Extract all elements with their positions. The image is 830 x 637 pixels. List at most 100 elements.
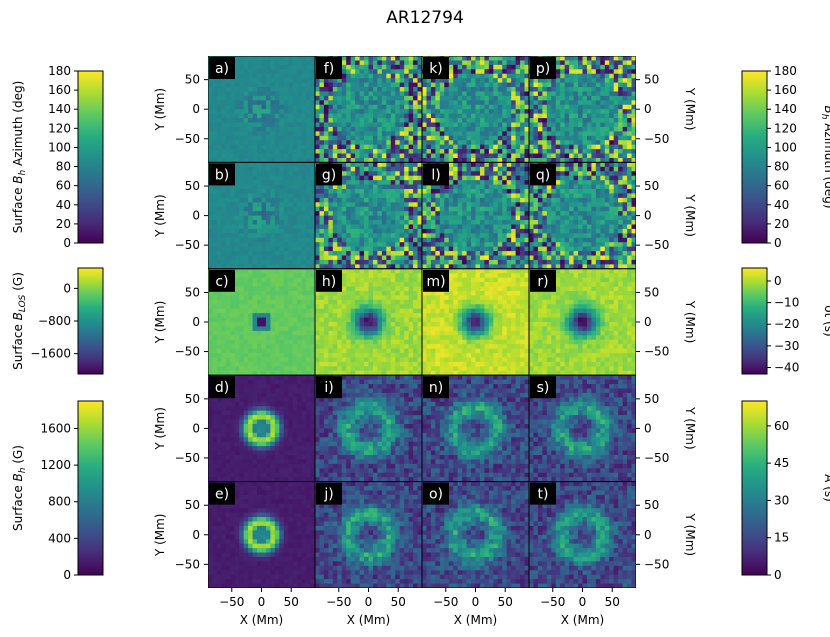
heatmap-cell <box>604 255 610 261</box>
heatmap-cell <box>457 95 463 101</box>
heatmap-cell <box>595 60 601 66</box>
heatmap-cell <box>529 193 535 199</box>
heatmap-cell <box>546 149 552 155</box>
heatmap-cell <box>364 87 370 93</box>
heatmap-cell <box>493 104 499 110</box>
heatmap-cell <box>399 56 405 62</box>
heatmap-cell <box>444 233 450 239</box>
heatmap-cell <box>511 135 517 141</box>
heatmap-cell <box>310 224 316 230</box>
heatmap-cell <box>430 237 436 243</box>
heatmap-cell <box>413 157 419 163</box>
heatmap-cell <box>515 104 521 110</box>
heatmap-cell <box>475 237 481 243</box>
heatmap-cell <box>511 56 517 62</box>
heatmap-cell <box>417 237 423 243</box>
heatmap-cell <box>542 184 548 190</box>
heatmap-cell <box>257 326 263 332</box>
heatmap-cell <box>306 233 312 239</box>
heatmap-cell <box>252 215 258 221</box>
heatmap-cell <box>310 131 316 137</box>
heatmap-cell <box>381 135 387 141</box>
heatmap-cell <box>515 91 521 97</box>
heatmap-cell <box>453 189 459 195</box>
heatmap-cell <box>252 144 258 150</box>
heatmap-cell <box>377 109 383 115</box>
heatmap-cell <box>364 109 370 115</box>
heatmap-cell <box>546 206 552 212</box>
heatmap-cell <box>225 197 231 203</box>
heatmap-cell <box>462 69 468 75</box>
heatmap-cell <box>239 366 245 372</box>
heatmap-cell <box>618 233 624 239</box>
heatmap-cell <box>533 237 539 243</box>
heatmap-cell <box>493 126 499 132</box>
heatmap-cell <box>578 264 584 270</box>
heatmap-cell <box>497 91 503 97</box>
heatmap-cell <box>413 220 419 226</box>
heatmap-cell <box>364 104 370 110</box>
heatmap-cell <box>350 197 356 203</box>
heatmap-cell <box>257 189 263 195</box>
heatmap-cell <box>323 237 329 243</box>
heatmap-cell <box>230 91 236 97</box>
heatmap-cell <box>413 144 419 150</box>
heatmap-cell <box>243 220 249 226</box>
heatmap-cell <box>444 255 450 261</box>
heatmap-cell <box>234 326 240 332</box>
heatmap-cell <box>390 73 396 79</box>
heatmap-cell <box>595 162 601 168</box>
heatmap-cell <box>591 82 597 88</box>
heatmap-cell <box>350 220 356 226</box>
heatmap-cell <box>493 153 499 159</box>
heatmap-cell <box>381 162 387 168</box>
heatmap-cell <box>252 228 258 234</box>
heatmap-cell <box>261 131 267 137</box>
heatmap-cell <box>502 73 508 79</box>
heatmap-cell <box>306 87 312 93</box>
heatmap-cell <box>386 122 392 128</box>
heatmap-cell <box>426 197 432 203</box>
heatmap-cell <box>417 64 423 70</box>
heatmap-cell <box>618 118 624 124</box>
heatmap-cell <box>408 193 414 199</box>
heatmap-cell <box>537 135 543 141</box>
heatmap-cell <box>306 157 312 163</box>
heatmap-cell <box>368 233 374 239</box>
heatmap-cell <box>252 366 258 372</box>
heatmap-cell <box>239 140 245 146</box>
heatmap-cell <box>515 175 521 181</box>
heatmap-cell <box>417 228 423 234</box>
heatmap-cell <box>569 78 575 84</box>
heatmap-cell <box>332 215 338 221</box>
heatmap-cell <box>328 242 334 248</box>
heatmap-cell <box>506 259 512 265</box>
heatmap-cell <box>386 60 392 66</box>
heatmap-cell <box>582 215 588 221</box>
heatmap-cell <box>274 87 280 93</box>
heatmap-cell <box>573 189 579 195</box>
heatmap-cell <box>537 95 543 101</box>
heatmap-cell <box>613 171 619 177</box>
heatmap-cell <box>631 228 636 234</box>
heatmap-cell <box>221 322 227 328</box>
heatmap-cell <box>301 60 307 66</box>
heatmap-cell <box>310 197 316 203</box>
heatmap-cell <box>355 166 361 172</box>
heatmap-cell <box>466 149 472 155</box>
heatmap-cell <box>484 251 490 257</box>
heatmap-cell <box>448 149 454 155</box>
heatmap-cell <box>520 255 526 261</box>
heatmap-cell <box>283 220 289 226</box>
heatmap-cell <box>430 91 436 97</box>
heatmap-cell <box>515 118 521 124</box>
heatmap-cell <box>435 100 441 106</box>
heatmap-cell <box>457 197 463 203</box>
heatmap-cell <box>520 171 526 177</box>
heatmap-cell <box>479 118 486 124</box>
heatmap-cell <box>274 135 280 141</box>
heatmap-cell <box>555 224 561 230</box>
heatmap-cell <box>595 171 601 177</box>
heatmap-cell <box>484 206 490 212</box>
heatmap-cell <box>274 104 280 110</box>
